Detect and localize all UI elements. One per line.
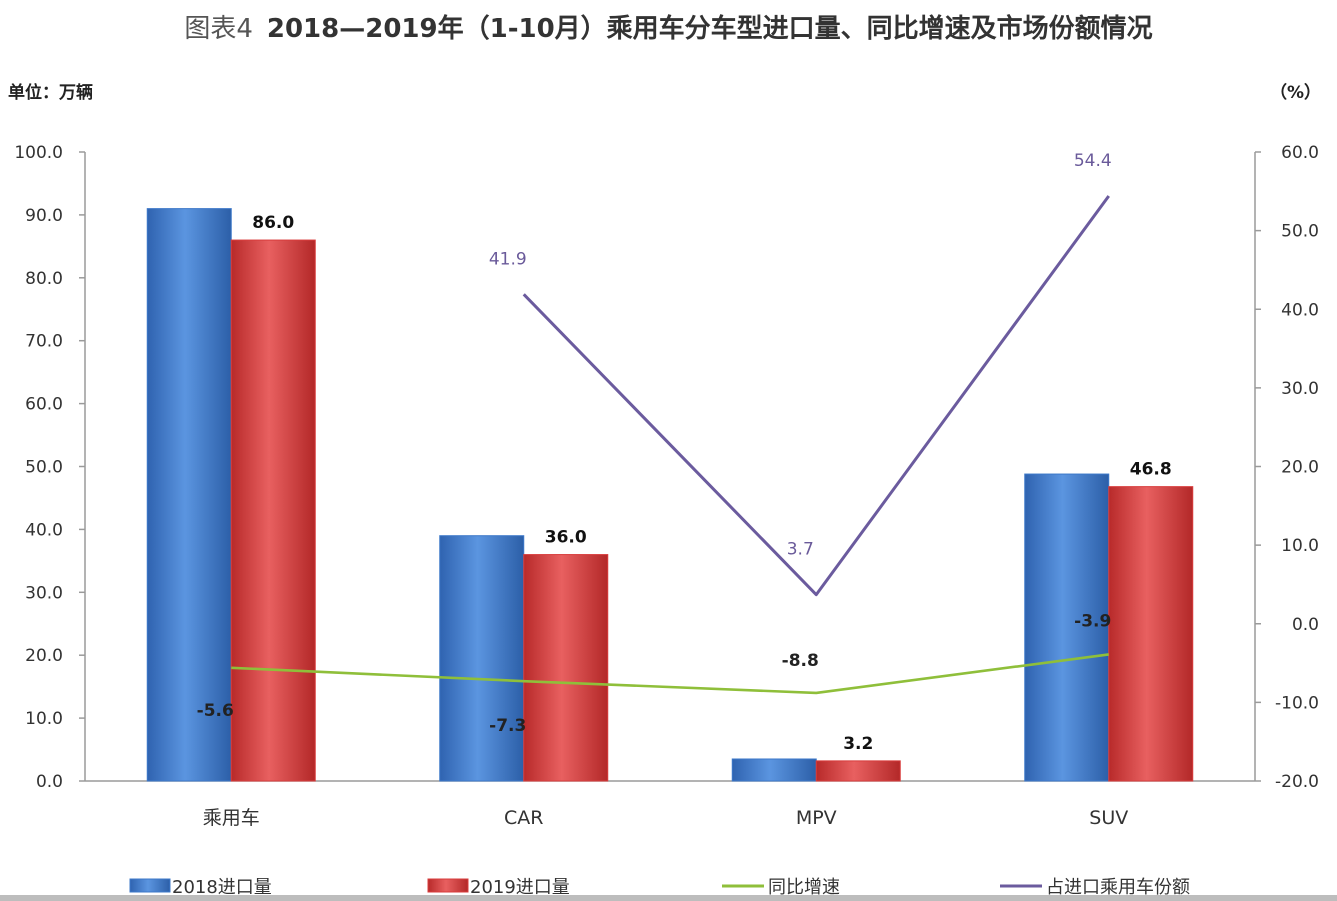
category-label: 乘用车 [203,807,260,829]
data-labels: 86.0 36.0 3.2 46.8 -5.6 -7.3 -8.8 -3.9 41.9 3.7 54… [197,151,1172,754]
growth-value-label: -8.8 [782,651,819,671]
left-tick-label: 20.0 [25,646,63,666]
growth-value-label: -3.9 [1074,611,1111,631]
category-label: SUV [1089,807,1128,829]
share-value-label: 41.9 [489,249,527,269]
chart-title-prefix: 图表4 [184,14,253,44]
bar-value-label: 46.8 [1130,460,1172,480]
growth-value-label: -5.6 [197,701,234,721]
left-axis-unit: 单位：万辆 [8,83,93,103]
right-tick-label: 30.0 [1281,379,1319,399]
bar-2018进口量 [439,535,525,782]
bar-2019进口量 [1108,486,1194,782]
left-tick-label: 40.0 [25,520,63,540]
left-tick-label: 60.0 [25,395,63,415]
left-tick-label: 0.0 [36,772,63,792]
right-tick-label: 0.0 [1292,615,1319,635]
left-tick-label: 30.0 [25,583,63,603]
bar-value-label: 3.2 [843,734,873,754]
bar-2019进口量 [523,554,609,782]
line-占进口乘用车份额 [522,195,1110,597]
left-tick-label: 90.0 [25,206,63,226]
bars [146,208,1194,782]
chart-title-main: 2018—2019年（1-10月）乘用车分车型进口量、同比增速及市场份额情况 [266,14,1153,44]
right-tick-label: 50.0 [1281,222,1319,242]
share-value-label: 3.7 [787,540,814,560]
lines [231,195,1110,695]
bar-value-label: 36.0 [545,528,587,548]
legend-label: 2018进口量 [172,877,272,898]
bar-2019进口量 [230,239,316,782]
category-label: MPV [796,807,837,829]
left-tick-label: 80.0 [25,269,63,289]
right-tick-label: 40.0 [1281,300,1319,320]
left-tick-label: 50.0 [25,458,63,478]
left-tick-label: 10.0 [25,709,63,729]
right-tick-label: -20.0 [1275,772,1319,792]
category-label: CAR [504,807,543,829]
legend-label: 占进口乘用车份额 [1046,877,1190,898]
share-value-label: 54.4 [1074,151,1112,171]
right-tick-label: -10.0 [1275,693,1319,713]
legend-swatch [129,878,171,893]
footer-bar [0,895,1337,901]
growth-value-label: -7.3 [489,716,526,736]
legend-label: 2019进口量 [470,877,570,898]
legend-swatch [427,878,469,893]
bar-2018进口量 [731,758,817,782]
axes: 0.0 10.0 20.0 30.0 40.0 50.0 60.0 70.0 80.0 90.0 1… [14,143,1319,829]
right-tick-label: 10.0 [1281,536,1319,556]
chart-title: 图表4 2018—2019年（1-10月）乘用车分车型进口量、同比增速及市场份额情… [0,8,1337,45]
left-tick-label: 70.0 [25,332,63,352]
bar-2019进口量 [815,760,901,782]
left-tick-label: 100.0 [14,143,63,163]
legend: 2018进口量 2019进口量 同比增速 占进口乘用车份额 [129,877,1190,898]
bar-2018进口量 [146,208,232,782]
right-axis-unit: （%） [1269,83,1321,103]
line-同比增速 [231,653,1109,695]
right-tick-label: 20.0 [1281,458,1319,478]
legend-label: 同比增速 [768,877,840,898]
right-tick-label: 60.0 [1281,143,1319,163]
bar-value-label: 86.0 [252,213,294,233]
